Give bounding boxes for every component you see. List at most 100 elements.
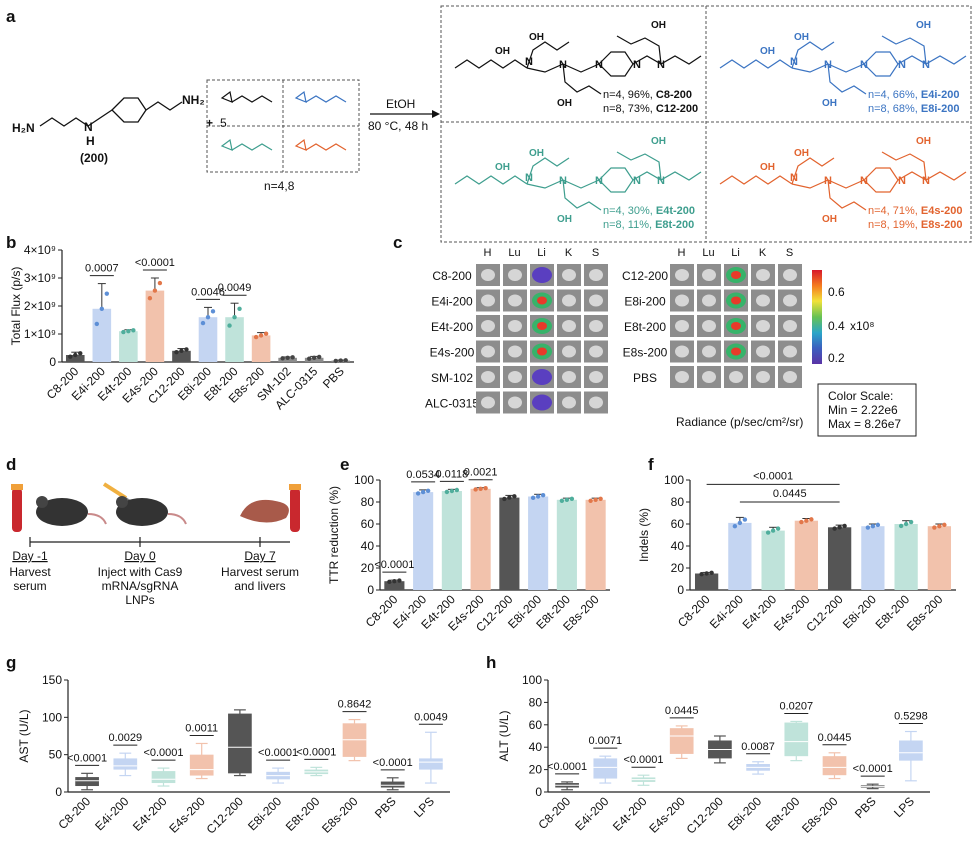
step-day-minus1-desc2: serum [13, 579, 46, 593]
y-tick-label: 60 [671, 517, 685, 531]
x-tick-label: E4i-200 [92, 794, 131, 833]
colorbar-tick: 0.2 [828, 351, 845, 365]
product-backbone [791, 63, 865, 73]
y-tick-label: 50 [49, 748, 63, 762]
organ-shape [481, 396, 495, 409]
organ-shape [562, 320, 576, 332]
y-tick-label: 40 [361, 539, 375, 553]
data-point [397, 578, 402, 583]
panel-label-d: d [6, 455, 16, 474]
p-value: 0.0007 [85, 263, 119, 275]
y-axis-label: ALT (U/L) [497, 711, 511, 762]
organ-shape [756, 269, 770, 281]
organ-shape [675, 345, 689, 358]
p-value: 0.8642 [338, 699, 372, 711]
organ-header-S: S [786, 247, 793, 259]
data-point [569, 496, 575, 502]
data-point [311, 355, 317, 360]
step-day7-desc2: and livers [234, 579, 285, 593]
box-LPS [419, 758, 443, 770]
y-tick-label: 100 [664, 473, 684, 487]
y-tick-label: 60 [361, 517, 375, 531]
ivis-organ-panel: H Lu Li K S C8-200 E4i-200 E4t-200 E4s-200 SM-102… [425, 247, 917, 437]
organ-shape [508, 396, 522, 409]
organ-shape [562, 371, 576, 383]
x-tick-label: LPS [891, 794, 917, 820]
data-point [478, 486, 483, 491]
organ-shape [756, 345, 770, 358]
product-yield-prefix: n=4, 96%, [603, 89, 656, 101]
row-label-E4s-200: E4s-200 [430, 346, 475, 360]
x-tick-label: E8i-200 [245, 794, 284, 833]
box-PBS [380, 781, 405, 788]
y-tick-label: 1×10⁹ [24, 327, 56, 341]
data-point [875, 522, 881, 528]
organ-header-Li: Li [731, 247, 740, 259]
organ-shape [702, 269, 716, 281]
product-yield-line1: n=4, 66%, E4i-200 [868, 89, 959, 101]
y-axis-label: TTR reduction (%) [327, 486, 341, 584]
product-tail-top [791, 157, 835, 185]
epoxide-tert [220, 138, 273, 151]
product-oh: OH [916, 20, 931, 31]
product-nitrogen: N [860, 59, 868, 71]
p-value: 0.5298 [894, 711, 928, 723]
product-tail-right [632, 55, 702, 65]
bar-E4t-200 [119, 331, 138, 362]
bar-E8i-200 [861, 526, 885, 590]
p-value: <0.0001 [296, 746, 336, 758]
organ-shape [783, 294, 797, 307]
p-value: 0.0534 [406, 469, 440, 481]
organ-shape [589, 345, 603, 358]
product-name: C8-200 [656, 89, 692, 101]
bar-E4t-200 [761, 530, 785, 590]
product-tail-top [526, 41, 570, 69]
x-tick-label: C8-200 [535, 794, 573, 832]
bar-E4i-200 [728, 522, 752, 590]
liver-signal-core [537, 322, 547, 330]
liver-signal-core [731, 322, 741, 330]
organ-header-Lu: Lu [508, 247, 520, 259]
box-E4t-200 [151, 771, 176, 784]
organ-header-K: K [565, 247, 573, 259]
x-tick-label: E4i-200 [572, 794, 611, 833]
data-point [512, 494, 517, 499]
organ-shape [481, 294, 495, 307]
data-point [704, 571, 709, 576]
product-name: E8i-200 [921, 103, 960, 115]
epoxide-linear [220, 90, 273, 103]
product-oh: OH [822, 98, 837, 109]
data-point [94, 321, 100, 327]
product-tail-left [454, 175, 528, 185]
box-E4s-200 [189, 754, 214, 776]
data-point [333, 358, 338, 364]
product-piperazine [863, 51, 899, 77]
data-point [343, 358, 348, 363]
reaction-arrow [370, 110, 440, 118]
organ-shape [729, 371, 743, 383]
y-tick-label: 40 [529, 740, 543, 754]
y-tick-label: 0 [677, 583, 684, 597]
organ-shape [702, 371, 716, 383]
p-value: <0.0001 [547, 761, 587, 773]
liver-signal [532, 267, 552, 283]
product-nitrogen: N [559, 59, 567, 71]
epoxide-grid [206, 79, 360, 173]
box-E8s-200 [822, 756, 847, 776]
scheme-plus: + [206, 116, 213, 130]
data-point [258, 333, 264, 338]
x-tick-label: C12-200 [204, 794, 247, 837]
data-point [507, 495, 512, 500]
x-tick-label: C12-200 [684, 794, 727, 837]
data-point [78, 351, 83, 356]
product-tail-bottom [562, 63, 602, 95]
organ-shape [481, 345, 495, 358]
organ-header-Li: Li [537, 247, 546, 259]
data-point [131, 328, 136, 333]
row-label-E8i-200: E8i-200 [624, 295, 666, 309]
product-tail-top-right [881, 151, 927, 181]
color-scale-box [817, 383, 917, 437]
product-nitrogen: N [525, 172, 533, 184]
panel-label-b: b [6, 233, 16, 252]
product-oh: OH [557, 98, 572, 109]
